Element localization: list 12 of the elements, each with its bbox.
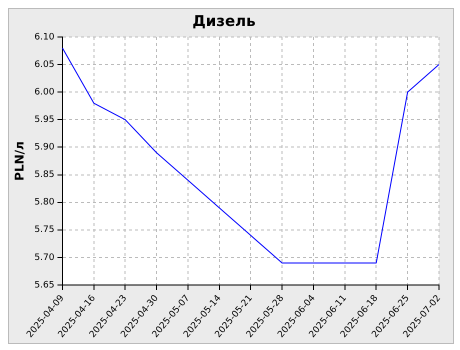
y-tick-label: 5.90 — [34, 142, 55, 153]
y-tick-label: 6.05 — [34, 60, 54, 70]
y-tick-label: 5.85 — [34, 170, 54, 180]
y-tick-label: 5.75 — [34, 225, 54, 236]
chart-title: Дизель — [192, 12, 256, 30]
y-tick-label: 5.95 — [34, 115, 54, 126]
y-tick-label: 6.10 — [34, 32, 55, 42]
y-tick-label: 6.00 — [34, 87, 55, 98]
y-tick-label: 5.65 — [34, 280, 54, 290]
y-tick-label: 5.70 — [34, 252, 55, 263]
y-tick-label: 5.80 — [34, 198, 55, 208]
y-axis-title: PLN/л — [12, 141, 26, 181]
